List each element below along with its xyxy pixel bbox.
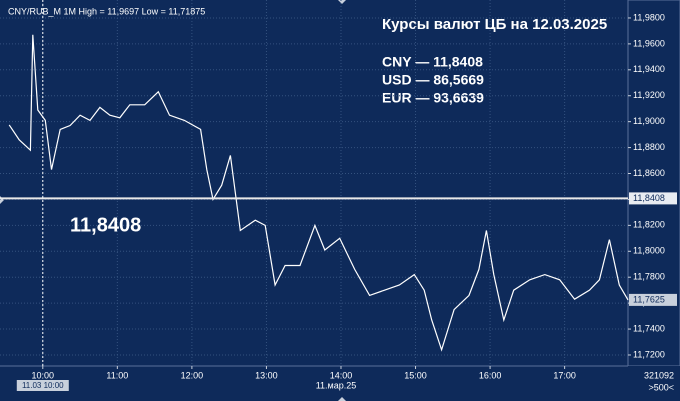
y-tick-label: 11,9600 [633, 38, 665, 48]
price-tag-label: 11,8408 [633, 193, 665, 203]
x-tick-label: 16:00 [479, 370, 502, 380]
rate: CNY — 11,8408 [382, 54, 483, 70]
y-tick-label: 11,9000 [633, 116, 665, 126]
marker [338, 0, 346, 4]
volume-label: 321092 [644, 370, 674, 380]
y-tick-label: 11,8200 [633, 220, 665, 230]
price-axis [627, 0, 680, 367]
price-line [8, 34, 629, 352]
y-tick-label: 11,9200 [633, 90, 665, 100]
y-tick-label: 11,9800 [633, 12, 665, 22]
zoom-label: >500< [648, 382, 674, 392]
x-tick-label: 14:00 [330, 370, 353, 380]
price-tag [629, 192, 677, 205]
x-tick-label: 13:00 [255, 370, 278, 380]
y-tick-label: 11,7400 [633, 323, 665, 333]
cursor-label: 11.03 10:00 [22, 381, 64, 390]
price-tag-label: 11,7625 [633, 294, 665, 304]
info: CNY/RUB_M 1M High = 11,9697 Low = 11,718… [8, 6, 205, 16]
y-tick-label: 11,9400 [633, 64, 665, 74]
x-tick-label: 15:00 [404, 370, 427, 380]
chart-title: Курсы валют ЦБ на 12.03.2025 [382, 16, 607, 33]
rate: EUR — 93,6639 [382, 90, 484, 106]
date-label: 11.мар.25 [316, 380, 357, 390]
rate: USD — 86,5669 [382, 72, 484, 88]
price-tag [629, 293, 677, 306]
y-tick-label: 11,8000 [633, 246, 665, 256]
y-tick-label: 11,7800 [633, 272, 665, 282]
y-tick-label: 11,7200 [633, 349, 665, 359]
y-tick-label: 11,8600 [633, 168, 665, 178]
x-tick-label: 17:00 [553, 370, 576, 380]
x-tick-label: 10:00 [32, 370, 55, 380]
x-tick-label: 12:00 [181, 370, 204, 380]
time-axis [0, 366, 680, 401]
reference-label: 11,8408 [70, 215, 141, 237]
x-tick-label: 11:00 [106, 370, 128, 380]
y-tick-label: 11,8800 [633, 142, 665, 152]
marker [338, 397, 346, 401]
cursor-tag [16, 380, 69, 391]
